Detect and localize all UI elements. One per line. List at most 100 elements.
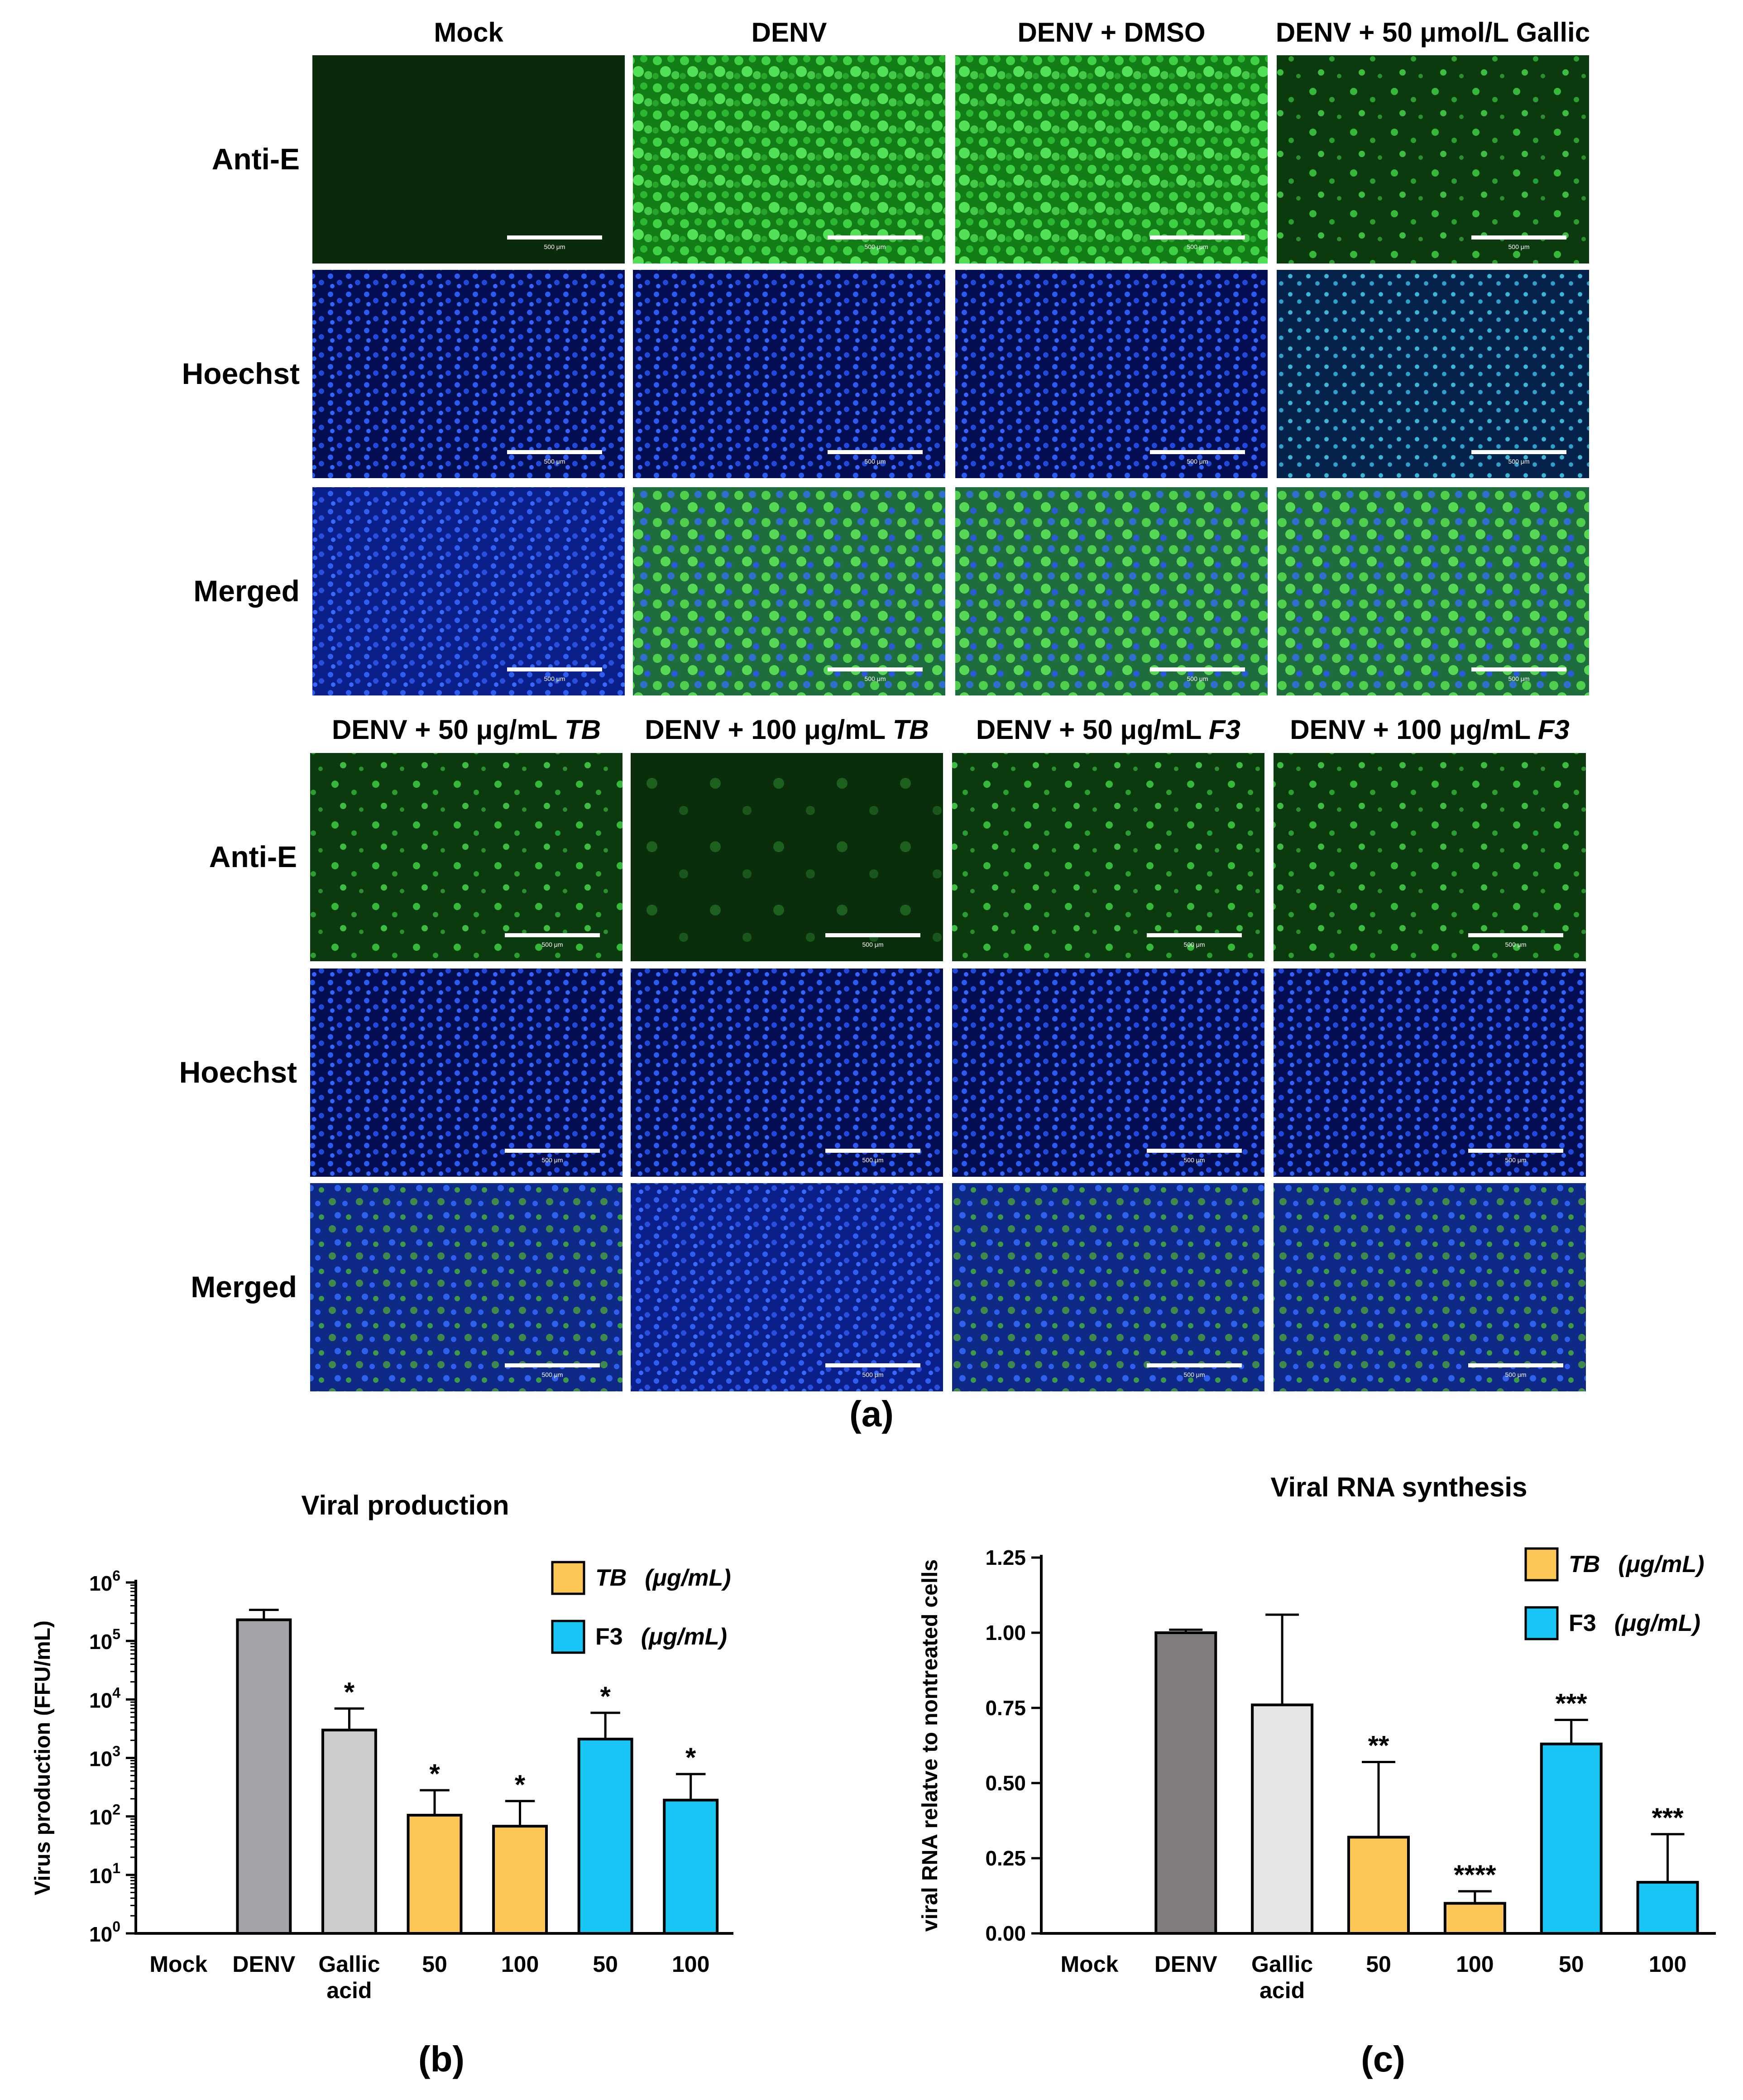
y-tick-label: 105 bbox=[89, 1626, 120, 1654]
scale-bar bbox=[1468, 933, 1563, 937]
micrograph-dmso-hoechst bbox=[955, 270, 1268, 478]
scale-bar-label: 500 μm bbox=[1184, 1156, 1205, 1164]
scale-bar bbox=[505, 933, 600, 937]
y-tick-label: 0.00 bbox=[985, 1922, 1026, 1945]
micrograph-tb100-hoechst bbox=[631, 968, 943, 1177]
micrograph-denv-hoechst bbox=[633, 270, 945, 478]
scale-bar bbox=[825, 933, 920, 937]
scale-bar-label: 500 μm bbox=[862, 1156, 884, 1164]
y-tick-label: 1.25 bbox=[985, 1546, 1026, 1569]
micrograph-f3100-merged bbox=[1274, 1183, 1586, 1391]
micrograph-tb100-merged bbox=[631, 1183, 943, 1391]
significance-marker: * bbox=[429, 1759, 440, 1789]
scale-bar bbox=[1147, 1149, 1242, 1153]
micrograph-gallic-merged bbox=[1277, 487, 1589, 695]
significance-marker: * bbox=[515, 1769, 526, 1800]
scale-bar-label: 500 μm bbox=[865, 675, 886, 682]
y-tick-label: 106 bbox=[89, 1568, 120, 1595]
micrograph-tb50-merged bbox=[310, 1183, 622, 1391]
scale-bar-label: 500 μm bbox=[1505, 941, 1527, 948]
micrograph-f350-anti-e bbox=[952, 753, 1264, 961]
column-label-sample: F3 bbox=[1538, 714, 1570, 745]
scale-bar-label: 500 μm bbox=[1184, 941, 1205, 948]
scale-bar bbox=[1468, 1149, 1563, 1153]
legend-swatch bbox=[1524, 1606, 1559, 1640]
column-label-sample: TB bbox=[893, 714, 929, 745]
scale-bar-label: 500 μm bbox=[862, 941, 884, 948]
row-label-hoechst: Hoechst bbox=[182, 357, 300, 390]
scale-bar-label: 500 μm bbox=[544, 675, 565, 682]
scale-bar bbox=[828, 235, 923, 240]
legend-entry: TB (μg/mL) bbox=[1569, 1551, 1705, 1577]
bar bbox=[1540, 1742, 1603, 1935]
micrograph-mock-anti-e bbox=[312, 55, 625, 264]
scale-bar bbox=[1147, 1363, 1242, 1367]
chart-title: Viral RNA synthesis bbox=[1271, 1472, 1528, 1502]
scale-bar bbox=[1471, 235, 1566, 240]
scale-bar-label: 500 μm bbox=[1187, 243, 1208, 250]
bar bbox=[1251, 1703, 1314, 1935]
scale-bar-label: 500 μm bbox=[544, 458, 565, 465]
column-label-mock: Mock bbox=[434, 17, 503, 48]
legend-swatch bbox=[1524, 1547, 1559, 1582]
scale-bar-label: 500 μm bbox=[862, 1371, 884, 1378]
scale-bar bbox=[1150, 667, 1245, 671]
microscopy-panel: Mock 500 μm 500 μm 500 μm DENV 500 μm 500 μm 50… bbox=[179, 17, 1590, 1434]
scale-bar bbox=[1471, 450, 1566, 454]
scale-bar-label: 500 μm bbox=[1505, 1371, 1527, 1378]
y-tick-label: 104 bbox=[89, 1684, 120, 1712]
row-label-merged: Merged bbox=[191, 1270, 297, 1304]
column-label-prefix: DENV + 100 μg/mL bbox=[1290, 714, 1537, 745]
bar bbox=[492, 1825, 548, 1935]
scale-bar-label: 500 μm bbox=[1187, 458, 1208, 465]
column-label-gallic: DENV + 50 μmol/L Gallic bbox=[1276, 17, 1590, 48]
viral-production-chart: Viral production Virus production (FFU/mL… bbox=[31, 1490, 733, 2079]
column-label-tb100: DENV + 100 μg/mL TB bbox=[645, 714, 929, 745]
micrograph-f350-hoechst bbox=[952, 968, 1264, 1177]
legend-entry: F3 (μg/mL) bbox=[595, 1624, 727, 1650]
micrograph-gallic-hoechst bbox=[1277, 270, 1589, 478]
scale-bar-label: 500 μm bbox=[865, 458, 886, 465]
micrograph-f3100-hoechst bbox=[1274, 968, 1586, 1177]
scale-bar-label: 500 μm bbox=[542, 1156, 563, 1164]
y-tick-label: 0.50 bbox=[985, 1771, 1026, 1795]
panel-label: (b) bbox=[418, 2039, 464, 2079]
significance-marker: * bbox=[344, 1677, 355, 1707]
y-tick-label: 103 bbox=[89, 1743, 120, 1771]
x-category-label: 50 bbox=[1559, 1951, 1584, 1977]
bar bbox=[1154, 1631, 1217, 1935]
row-label-anti-e: Anti-E bbox=[212, 142, 300, 176]
x-category-label: 50 bbox=[1366, 1951, 1391, 1977]
legend-swatch bbox=[551, 1561, 585, 1595]
y-tick-label: 102 bbox=[89, 1802, 120, 1829]
legend-entry: F3 (μg/mL) bbox=[1569, 1610, 1700, 1636]
scale-bar bbox=[825, 1149, 920, 1153]
x-category-label: DENV bbox=[232, 1951, 296, 1977]
x-category-label: 100 bbox=[672, 1951, 709, 1977]
significance-marker: *** bbox=[1652, 1803, 1684, 1833]
micrograph-mock-merged bbox=[312, 487, 625, 695]
x-category-label: 50 bbox=[422, 1951, 447, 1977]
micrograph-denv-merged bbox=[633, 487, 945, 695]
x-category-label: acid bbox=[1259, 1978, 1305, 2003]
panel-label: (c) bbox=[1361, 2039, 1405, 2079]
micrograph-dmso-merged bbox=[955, 487, 1268, 695]
bar bbox=[236, 1618, 292, 1935]
significance-marker: *** bbox=[1556, 1688, 1588, 1719]
micrograph-f350-merged bbox=[952, 1183, 1264, 1391]
x-category-label: Mock bbox=[1061, 1951, 1119, 1977]
x-category-label: Gallic bbox=[1251, 1951, 1313, 1977]
column-label-prefix: DENV + 50 μg/mL bbox=[332, 714, 565, 745]
x-category-label: 100 bbox=[1456, 1951, 1494, 1977]
x-category-label: 50 bbox=[593, 1951, 618, 1977]
scale-bar-label: 500 μm bbox=[1508, 675, 1530, 682]
micrograph-mock-hoechst bbox=[312, 270, 625, 478]
panel-label-a: (a) bbox=[849, 1394, 894, 1434]
column-label-sample: F3 bbox=[1209, 714, 1240, 745]
micrograph-tb50-anti-e bbox=[310, 753, 622, 961]
scale-bar bbox=[1471, 667, 1566, 671]
column-label-f3100: DENV + 100 μg/mL F3 bbox=[1290, 714, 1570, 745]
scale-bar-label: 500 μm bbox=[865, 243, 886, 250]
y-tick-label: 0.75 bbox=[985, 1696, 1026, 1720]
micrograph-f3100-anti-e bbox=[1274, 753, 1586, 961]
